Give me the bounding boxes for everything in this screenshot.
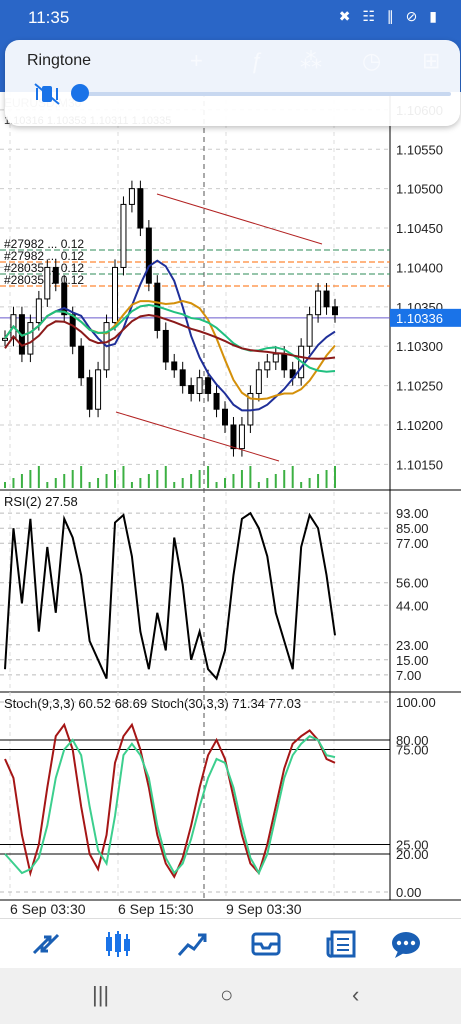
candle-body [69, 314, 76, 347]
rsi-line [4, 511, 336, 681]
rsi-level-label: 23.00 [396, 638, 429, 653]
price-tick-label: 1.10450 [396, 221, 443, 236]
back-icon[interactable]: ‹ [352, 982, 360, 1007]
price-tick-label: 1.10150 [396, 457, 443, 472]
status-time: 11:35 [28, 8, 70, 27]
order-label: #28035 ... 0.12 [4, 273, 84, 287]
candle-body [128, 188, 135, 205]
stoch-slow-line [4, 735, 336, 876]
order-label: #28035 ... 0.12 [4, 261, 84, 275]
candle-body [205, 377, 212, 394]
chart-area[interactable]: 1.106001.105501.105001.104501.104001.103… [0, 92, 461, 922]
candle-body [323, 290, 330, 308]
candle-body [179, 369, 186, 387]
chart-svg[interactable]: 1.106001.105501.105001.104501.104001.103… [0, 92, 461, 922]
ma-blue-line [4, 259, 336, 412]
candle-body [162, 329, 169, 363]
candle-body [86, 377, 93, 410]
candle-body [230, 424, 237, 450]
candle-body [52, 266, 59, 284]
trade-icon[interactable] [176, 929, 208, 959]
history-icon[interactable] [250, 929, 282, 959]
quotes-icon[interactable] [30, 929, 62, 959]
time-tick-label: 6 Sep 03:30 [10, 901, 86, 917]
rsi-level-label: 77.00 [396, 536, 429, 551]
bottom-nav [0, 918, 461, 968]
system-nav: ||| ○ ‹ [0, 968, 461, 1024]
candle-body [196, 377, 203, 394]
news-icon[interactable] [326, 929, 358, 959]
volume-title: Ringtone [27, 52, 92, 69]
candle-body [315, 290, 322, 316]
candle-body [188, 385, 195, 394]
rsi-title: RSI(2) 27.58 [4, 494, 78, 509]
candle-body [2, 337, 8, 341]
candle-body [35, 298, 42, 324]
stoch-level-label: 75.00 [396, 743, 429, 758]
price-tick-label: 1.10400 [396, 260, 443, 275]
price-tick-label: 1.10550 [396, 142, 443, 157]
candle-body [332, 306, 338, 316]
candle-body [238, 424, 245, 450]
price-tick-label: 1.10200 [396, 418, 443, 433]
candle-body [145, 227, 152, 284]
candle-body [264, 361, 271, 371]
candle-body [306, 314, 313, 347]
price-tick-label: 1.10500 [396, 182, 443, 197]
rsi-level-label: 7.00 [396, 668, 421, 683]
volume-popup: Ringtone [5, 40, 460, 126]
stoch-level-label: 0.00 [396, 885, 421, 900]
stoch-title: Stoch(9,3,3) 60.52 68.69 Stoch(30,3,3) 7… [4, 696, 301, 711]
vibrate-mute-icon[interactable] [33, 82, 61, 106]
candle-body [95, 369, 102, 410]
candle-body [213, 392, 220, 410]
candle-body [272, 353, 279, 363]
candle-body [112, 266, 118, 324]
candle-body [137, 188, 144, 229]
chart-icon[interactable] [102, 929, 134, 959]
candle-body [281, 353, 288, 371]
messages-icon[interactable] [390, 929, 422, 959]
order-label: #27982 ... 0.12 [4, 249, 84, 263]
time-tick-label: 6 Sep 15:30 [118, 901, 194, 917]
candle-body [44, 266, 51, 300]
candle-body [78, 345, 85, 379]
home-icon[interactable]: ○ [220, 982, 234, 1007]
candle-body [120, 203, 127, 268]
candle-body [61, 282, 68, 316]
status-bar: 11:35 ✖ ☷ ∥ ⊘ ▮ [0, 0, 461, 34]
ma-red-line [4, 314, 336, 360]
price-tick-label: 1.10300 [396, 339, 443, 354]
stoch-level-label: 100.00 [396, 695, 436, 710]
candle-body [255, 369, 262, 394]
ma-green-line [4, 304, 336, 373]
current-price-badge [390, 308, 461, 327]
rsi-level-label: 93.00 [396, 506, 429, 521]
trendline-lower [115, 411, 280, 462]
time-tick-label: 9 Sep 03:30 [226, 901, 302, 917]
stoch-level-label: 80.00 [396, 733, 429, 748]
candle-body [27, 322, 34, 355]
rsi-level-label: 15.00 [396, 653, 429, 668]
stoch-fast-line [4, 722, 336, 879]
candle-body [222, 408, 228, 426]
rsi-level-label: 44.00 [396, 598, 429, 613]
rsi-level-label: 85.00 [396, 521, 429, 536]
candle-body [171, 361, 178, 371]
rsi-level-label: 56.00 [396, 576, 429, 591]
trendline-upper [156, 193, 323, 245]
order-label: #27982 ... 0.12 [4, 237, 84, 251]
volume-slider-track[interactable] [73, 92, 451, 96]
stoch-level-label: 25.00 [396, 838, 429, 853]
current-price-label: 1.10336 [396, 311, 443, 326]
price-tick-label: 1.10250 [396, 379, 443, 394]
stoch-level-label: 20.00 [396, 847, 429, 862]
status-icons: ✖ ☷ ∥ ⊘ ▮ [338, 8, 441, 24]
recent-apps-icon[interactable]: ||| [92, 982, 110, 1007]
volume-slider-thumb[interactable] [71, 84, 89, 102]
